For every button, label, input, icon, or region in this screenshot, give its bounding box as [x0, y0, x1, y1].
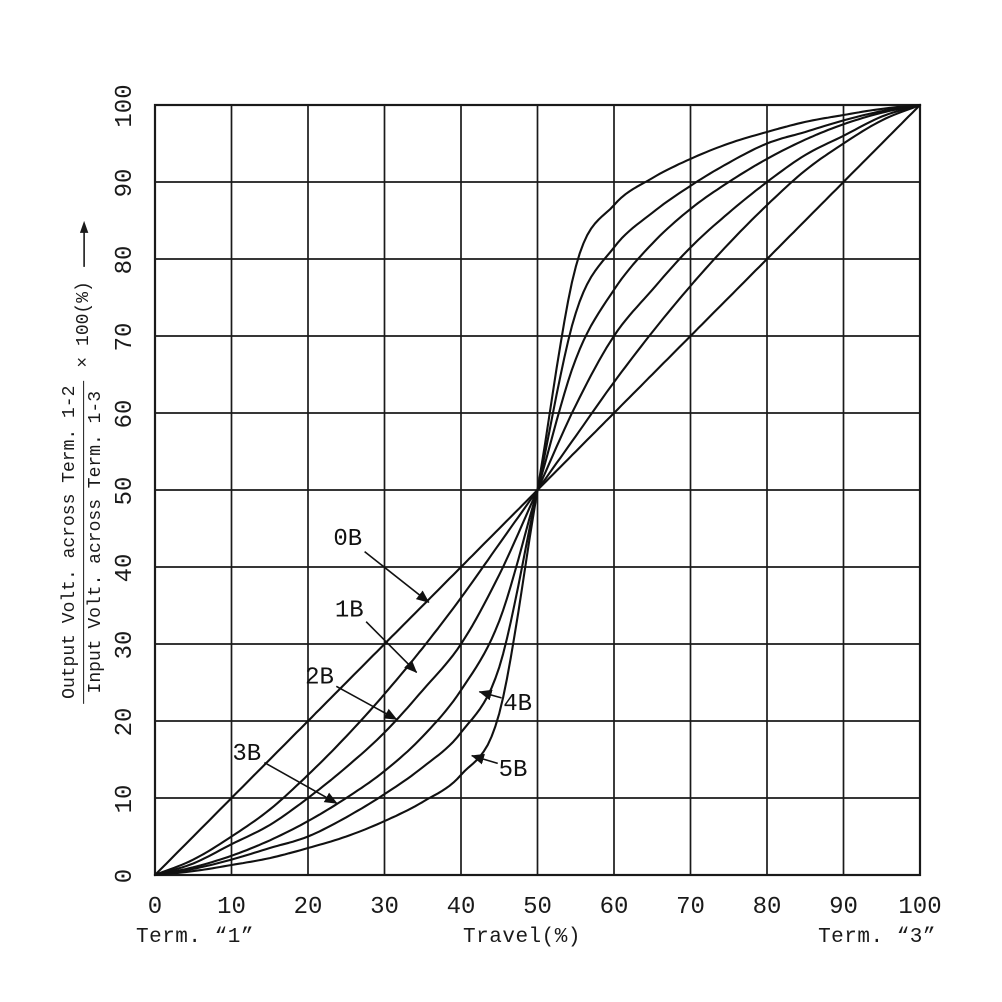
- curve-label-1B: 1B: [335, 598, 364, 625]
- x-tick-label: 80: [753, 894, 782, 921]
- curve-label-5B: 5B: [499, 757, 528, 784]
- curve-5B: [153, 103, 922, 877]
- y-axis-fraction: Output Volt. across Term. 1-2 Input Volt…: [59, 380, 109, 704]
- y-axis-numerator: Output Volt. across Term. 1-2: [59, 380, 85, 704]
- x-tick-label: 50: [523, 894, 552, 921]
- leader-arrow-1B: [365, 621, 418, 674]
- curve-label-0B: 0B: [333, 526, 362, 553]
- up-arrow-icon: [79, 221, 89, 268]
- x-tick-label: 90: [829, 894, 858, 921]
- y-tick-label: 0: [112, 869, 139, 883]
- y-tick-label: 10: [112, 785, 139, 814]
- y-axis-title: Output Volt. across Term. 1-2 Input Volt…: [59, 220, 109, 704]
- x-tick-label: 60: [600, 894, 629, 921]
- y-tick-label: 20: [112, 708, 139, 737]
- curve-label-3B: 3B: [232, 741, 261, 768]
- x-tick-label: 40: [447, 894, 476, 921]
- y-tick-label: 100: [112, 84, 139, 127]
- leader-arrow-4B: [478, 689, 502, 701]
- leader-arrow-0B: [364, 550, 430, 604]
- y-tick-label: 60: [112, 400, 139, 429]
- terminal-3-caption: Term. “3”: [818, 926, 936, 949]
- plot-border: [153, 103, 922, 877]
- leader-arrow-5B: [471, 753, 498, 765]
- y-axis-denominator: Input Volt. across Term. 1-3: [86, 390, 107, 694]
- x-tick-label: 70: [676, 894, 705, 921]
- x-tick-label: 20: [294, 894, 323, 921]
- leader-arrow-2B: [335, 685, 398, 721]
- curve-label-2B: 2B: [305, 665, 334, 692]
- x-tick-label: 10: [217, 894, 246, 921]
- terminal-1-caption: Term. “1”: [136, 926, 254, 949]
- y-tick-label: 30: [112, 631, 139, 660]
- y-tick-label: 80: [112, 246, 139, 275]
- curve-label-4B: 4B: [503, 691, 532, 718]
- y-tick-label: 50: [112, 477, 139, 506]
- x-tick-label: 100: [898, 894, 941, 921]
- y-tick-label: 40: [112, 554, 139, 583]
- x-tick-label: 0: [148, 894, 162, 921]
- y-axis-multiplier: × 100(%): [74, 281, 94, 368]
- y-tick-label: 70: [112, 323, 139, 352]
- x-tick-label: 30: [370, 894, 399, 921]
- x-axis-title: Travel(%): [463, 926, 581, 949]
- leader-arrow-3B: [264, 761, 338, 805]
- y-tick-label: 90: [112, 169, 139, 198]
